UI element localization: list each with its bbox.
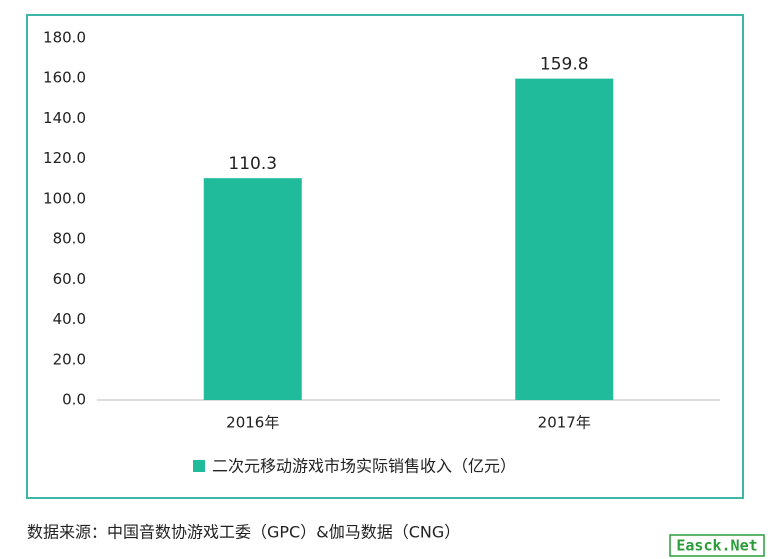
source-note: 数据来源：中国音数协游戏工委（GPC）&伽马数据（CNG） xyxy=(27,523,460,542)
y-tick-label: 0.0 xyxy=(62,391,86,409)
x-tick-label: 2017年 xyxy=(538,414,591,432)
y-tick-label: 60.0 xyxy=(53,270,86,288)
legend-label: 二次元移动游戏市场实际销售收入（亿元） xyxy=(212,457,516,476)
value-label: 110.3 xyxy=(228,154,277,174)
y-tick-label: 160.0 xyxy=(43,69,86,87)
watermark-box xyxy=(669,534,765,557)
watermark: Easck.Net xyxy=(676,537,757,555)
bar xyxy=(515,78,614,400)
y-tick-label: 80.0 xyxy=(53,230,86,248)
bar xyxy=(203,178,302,400)
value-label: 159.8 xyxy=(540,55,589,75)
x-tick-label: 2016年 xyxy=(226,414,279,432)
y-tick-label: 100.0 xyxy=(43,189,86,207)
chart-frame xyxy=(26,14,744,499)
legend-swatch xyxy=(193,460,205,472)
y-tick-label: 40.0 xyxy=(53,310,86,328)
y-tick-label: 120.0 xyxy=(43,149,86,167)
y-tick-label: 140.0 xyxy=(43,109,86,127)
y-tick-label: 20.0 xyxy=(53,350,86,368)
y-tick-label: 180.0 xyxy=(43,29,86,47)
